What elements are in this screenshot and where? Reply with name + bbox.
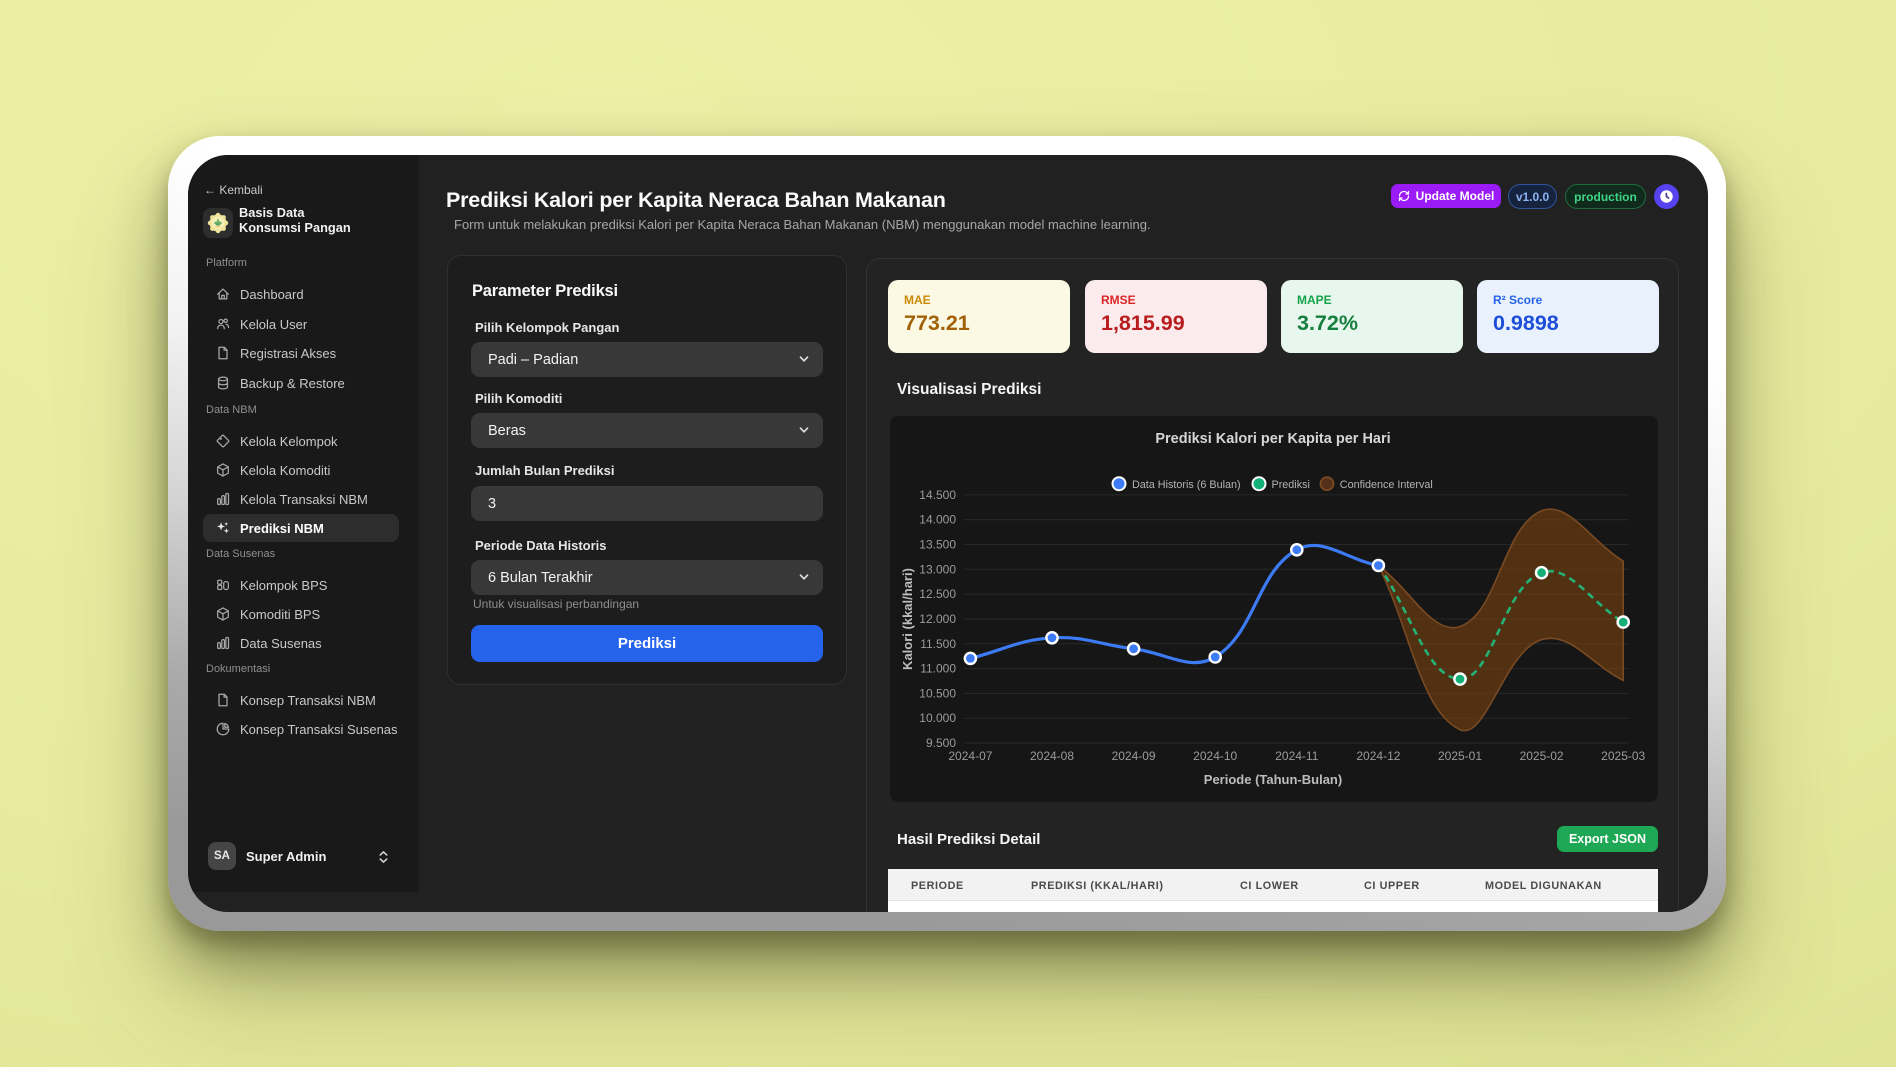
svg-text:Data Historis (6 Bulan): Data Historis (6 Bulan) — [1132, 479, 1241, 491]
svg-text:Prediksi: Prediksi — [1272, 479, 1310, 491]
svg-text:11.500: 11.500 — [920, 637, 956, 651]
svg-text:12.500: 12.500 — [919, 587, 956, 601]
svg-text:14.500: 14.500 — [919, 488, 956, 502]
svg-text:13.000: 13.000 — [919, 562, 956, 576]
svg-text:14.000: 14.000 — [919, 513, 956, 527]
svg-text:Confidence Interval: Confidence Interval — [1340, 479, 1433, 491]
svg-text:2025-02: 2025-02 — [1520, 749, 1564, 763]
svg-text:13.500: 13.500 — [919, 538, 956, 552]
svg-text:11.000: 11.000 — [920, 662, 956, 676]
svg-text:Prediksi Kalori per Kapita per: Prediksi Kalori per Kapita per Hari — [1155, 431, 1390, 447]
svg-text:9.500: 9.500 — [926, 736, 956, 750]
svg-text:2025-03: 2025-03 — [1601, 749, 1645, 763]
svg-text:2025-01: 2025-01 — [1438, 749, 1482, 763]
svg-text:2024-12: 2024-12 — [1356, 749, 1400, 763]
svg-text:Periode (Tahun-Bulan): Periode (Tahun-Bulan) — [1204, 772, 1342, 787]
svg-text:2024-11: 2024-11 — [1275, 749, 1318, 763]
svg-text:12.000: 12.000 — [919, 612, 956, 626]
svg-text:2024-10: 2024-10 — [1193, 749, 1237, 763]
svg-text:2024-08: 2024-08 — [1030, 749, 1074, 763]
svg-text:10.000: 10.000 — [919, 711, 956, 725]
svg-text:2024-09: 2024-09 — [1112, 749, 1156, 763]
svg-text:Kalori (kkal/hari): Kalori (kkal/hari) — [900, 568, 915, 670]
svg-text:2024-07: 2024-07 — [948, 749, 992, 763]
svg-text:10.500: 10.500 — [919, 686, 956, 700]
